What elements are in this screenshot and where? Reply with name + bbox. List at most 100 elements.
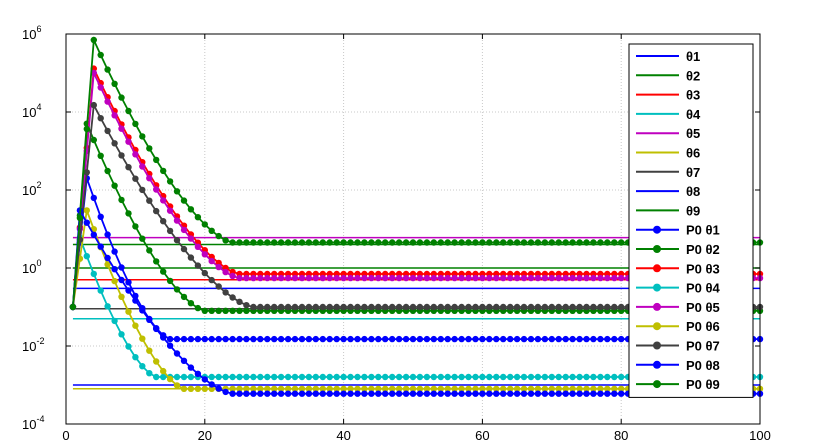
data-point [444,390,451,397]
data-point [382,373,389,381]
data-point [97,84,104,91]
data-point [500,390,507,397]
data-point [389,335,396,343]
axes-box [65,33,761,425]
data-point [520,303,528,311]
data-point [333,335,340,343]
data-point [298,385,306,392]
data-point [305,303,313,311]
data-point [229,239,236,246]
data-point [382,239,389,246]
data-point [486,385,493,392]
data-point [361,239,368,246]
data-point [111,182,118,189]
data-point [187,385,195,392]
legend-label: P0 θ5 [686,300,720,315]
data-point [507,390,514,397]
data-point [423,385,431,392]
data-point [486,335,493,343]
data-point [583,390,590,397]
data-point [590,239,597,246]
data-point [465,303,472,311]
data-point [291,335,299,343]
x-tick-label: 60 [475,428,489,443]
data-point [257,385,264,392]
data-point [590,390,597,397]
data-point [541,385,549,392]
data-point [284,390,292,397]
data-point [305,390,313,397]
grid-lines [66,34,760,424]
data-point [104,231,111,238]
data-point [222,289,229,296]
data-point [472,335,479,343]
data-point [180,385,188,392]
data-point [340,373,347,381]
data-point [180,245,188,253]
data-point [486,390,493,397]
data-point [194,243,202,250]
data-point [618,390,625,397]
data-point [590,385,597,392]
data-point [437,385,444,392]
data-point [215,373,222,381]
data-point [423,303,431,311]
data-point [187,335,195,343]
data-point [118,94,125,101]
data-point [291,385,299,392]
data-point [493,390,500,397]
data-point [326,390,333,397]
data-point [402,335,410,343]
data-point [451,385,458,392]
data-point [465,239,472,246]
data-point [458,385,465,392]
data-point [368,373,375,381]
data-point [479,239,486,246]
data-point [354,385,361,392]
data-point [576,335,583,343]
data-point [173,373,181,381]
data-point [368,335,375,343]
data-point [284,274,292,282]
data-point [416,239,424,246]
data-point [576,390,583,397]
data-point [479,303,486,311]
data-point [166,227,174,235]
data-point [472,390,479,397]
data-point [430,274,437,282]
data-point [354,274,361,282]
data-point [305,335,313,343]
data-point [368,274,375,282]
legend-label: θ3 [686,88,700,103]
data-point [402,239,410,246]
data-point [215,385,222,392]
data-point [444,335,451,343]
data-point [611,385,618,392]
legend-label: θ9 [686,203,700,218]
data-point [423,274,431,282]
data-point [153,373,160,381]
data-point [409,335,417,343]
data-point [132,175,139,182]
data-point [472,239,479,246]
data-point [395,335,403,343]
data-point [458,303,465,311]
data-point [125,138,132,145]
data-point [389,303,396,311]
data-point [111,277,118,285]
data-point [527,385,535,392]
data-point [472,303,479,311]
data-point [319,335,326,343]
data-point [527,274,535,282]
data-point [312,390,319,397]
data-point [402,373,410,381]
data-point [229,373,236,381]
data-point [118,293,125,300]
data-point [493,335,500,343]
data-point [111,112,118,119]
data-point [264,303,271,311]
data-point [555,303,562,311]
data-point [423,239,431,246]
data-point [180,373,188,381]
data-point [423,335,431,343]
